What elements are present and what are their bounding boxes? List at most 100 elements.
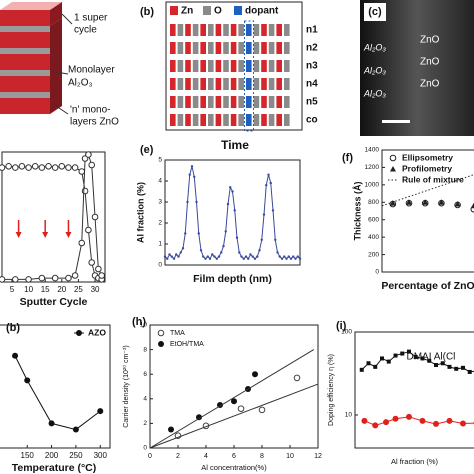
y-tick-label: 4 xyxy=(143,396,147,403)
y-tick-label: 1 xyxy=(158,241,162,248)
layer-label: ZnO xyxy=(420,57,440,68)
marker xyxy=(372,422,379,429)
arrow-head xyxy=(65,232,72,238)
legend-swatch xyxy=(234,6,242,15)
marker xyxy=(392,415,399,422)
pulse-cell xyxy=(276,78,282,90)
pulse-cell xyxy=(177,42,184,54)
row-label: n2 xyxy=(306,43,318,54)
series-line xyxy=(149,383,319,449)
legend-label: TMA xyxy=(170,330,185,337)
pulse-cell xyxy=(246,42,252,54)
y-tick-label: 400 xyxy=(368,234,379,241)
marker xyxy=(38,164,46,171)
marker xyxy=(292,255,295,258)
legend-label: DMAI Al(Cl xyxy=(407,352,456,363)
marker xyxy=(0,276,6,283)
marker xyxy=(359,367,364,372)
panel-label: (b) xyxy=(6,322,20,334)
pulse-cell xyxy=(268,114,275,126)
marker xyxy=(390,166,396,172)
marker xyxy=(454,366,459,371)
pulse-cell xyxy=(276,24,282,36)
pulse-cell xyxy=(261,114,267,126)
y-tick-label: 8 xyxy=(143,346,147,353)
x-axis-label: Temperature (°C) xyxy=(12,462,97,474)
x-tick-label: 2 xyxy=(176,453,180,460)
marker xyxy=(238,251,241,254)
pulse-cell xyxy=(238,96,244,108)
pulse-cell xyxy=(246,60,252,72)
pulse-cell xyxy=(268,96,275,108)
marker xyxy=(380,356,384,361)
row-label: co xyxy=(306,115,318,126)
panel-label: (e) xyxy=(140,144,154,156)
marker xyxy=(361,417,368,424)
y-tick-label: 1400 xyxy=(365,147,380,154)
y-tick-label: 4 xyxy=(158,178,162,185)
marker xyxy=(233,209,236,212)
marker xyxy=(81,187,89,195)
marker xyxy=(196,414,202,421)
marker xyxy=(446,417,453,424)
pulse-cell xyxy=(200,60,206,72)
marker xyxy=(38,274,46,282)
marker xyxy=(389,200,396,206)
pulse-cell xyxy=(230,60,237,72)
y-tick-label: 200 xyxy=(368,251,379,258)
y-tick-label: 1000 xyxy=(365,182,380,189)
y-tick-label: 5 xyxy=(158,157,162,164)
marker xyxy=(95,265,102,273)
marker xyxy=(433,420,439,427)
marker xyxy=(407,349,411,354)
marker xyxy=(24,377,31,384)
x-tick-label: 12 xyxy=(314,453,322,460)
marker xyxy=(168,253,171,256)
series-line xyxy=(164,166,301,260)
marker xyxy=(470,202,474,209)
plot-frame xyxy=(354,331,474,449)
marker xyxy=(18,163,26,170)
marker xyxy=(413,354,418,359)
marker xyxy=(25,164,32,171)
pulse-cell xyxy=(192,24,199,36)
y-axis-label: Carrier density (10²⁰ cm⁻³) xyxy=(122,345,130,427)
marker xyxy=(65,274,72,282)
marker xyxy=(252,371,258,378)
x-tick-label: 20 xyxy=(57,285,66,294)
pulse-cell xyxy=(246,78,252,90)
marker xyxy=(48,420,55,427)
plot-frame xyxy=(0,324,111,449)
slab-top xyxy=(0,2,62,10)
pulse-cell xyxy=(200,24,206,36)
label: cycle xyxy=(74,25,97,36)
row-label: n1 xyxy=(306,25,318,36)
label: Monolayer xyxy=(68,65,115,76)
marker xyxy=(215,257,218,260)
marker xyxy=(181,247,185,250)
pulse-cell xyxy=(284,114,290,126)
slab xyxy=(0,10,50,26)
marker xyxy=(460,420,466,427)
marker xyxy=(289,257,293,260)
marker xyxy=(235,236,239,239)
marker xyxy=(467,369,472,374)
marker xyxy=(85,151,92,158)
marker xyxy=(231,398,237,405)
marker xyxy=(247,257,250,260)
y-tick-label: 2 xyxy=(158,220,162,227)
row-label: n3 xyxy=(306,61,318,72)
marker xyxy=(97,408,104,415)
pulse-cell xyxy=(284,60,290,72)
x-axis-label: Sputter Cycle xyxy=(20,296,88,308)
pulse-cell xyxy=(215,114,222,126)
pulse-cell xyxy=(284,42,290,54)
marker xyxy=(249,253,252,256)
marker xyxy=(5,163,12,170)
pulse-cell xyxy=(253,60,260,72)
pulse-cell xyxy=(192,60,199,72)
marker xyxy=(0,164,6,171)
pulse-cell xyxy=(185,78,191,90)
marker xyxy=(172,257,176,260)
pulse-cell xyxy=(192,42,199,54)
